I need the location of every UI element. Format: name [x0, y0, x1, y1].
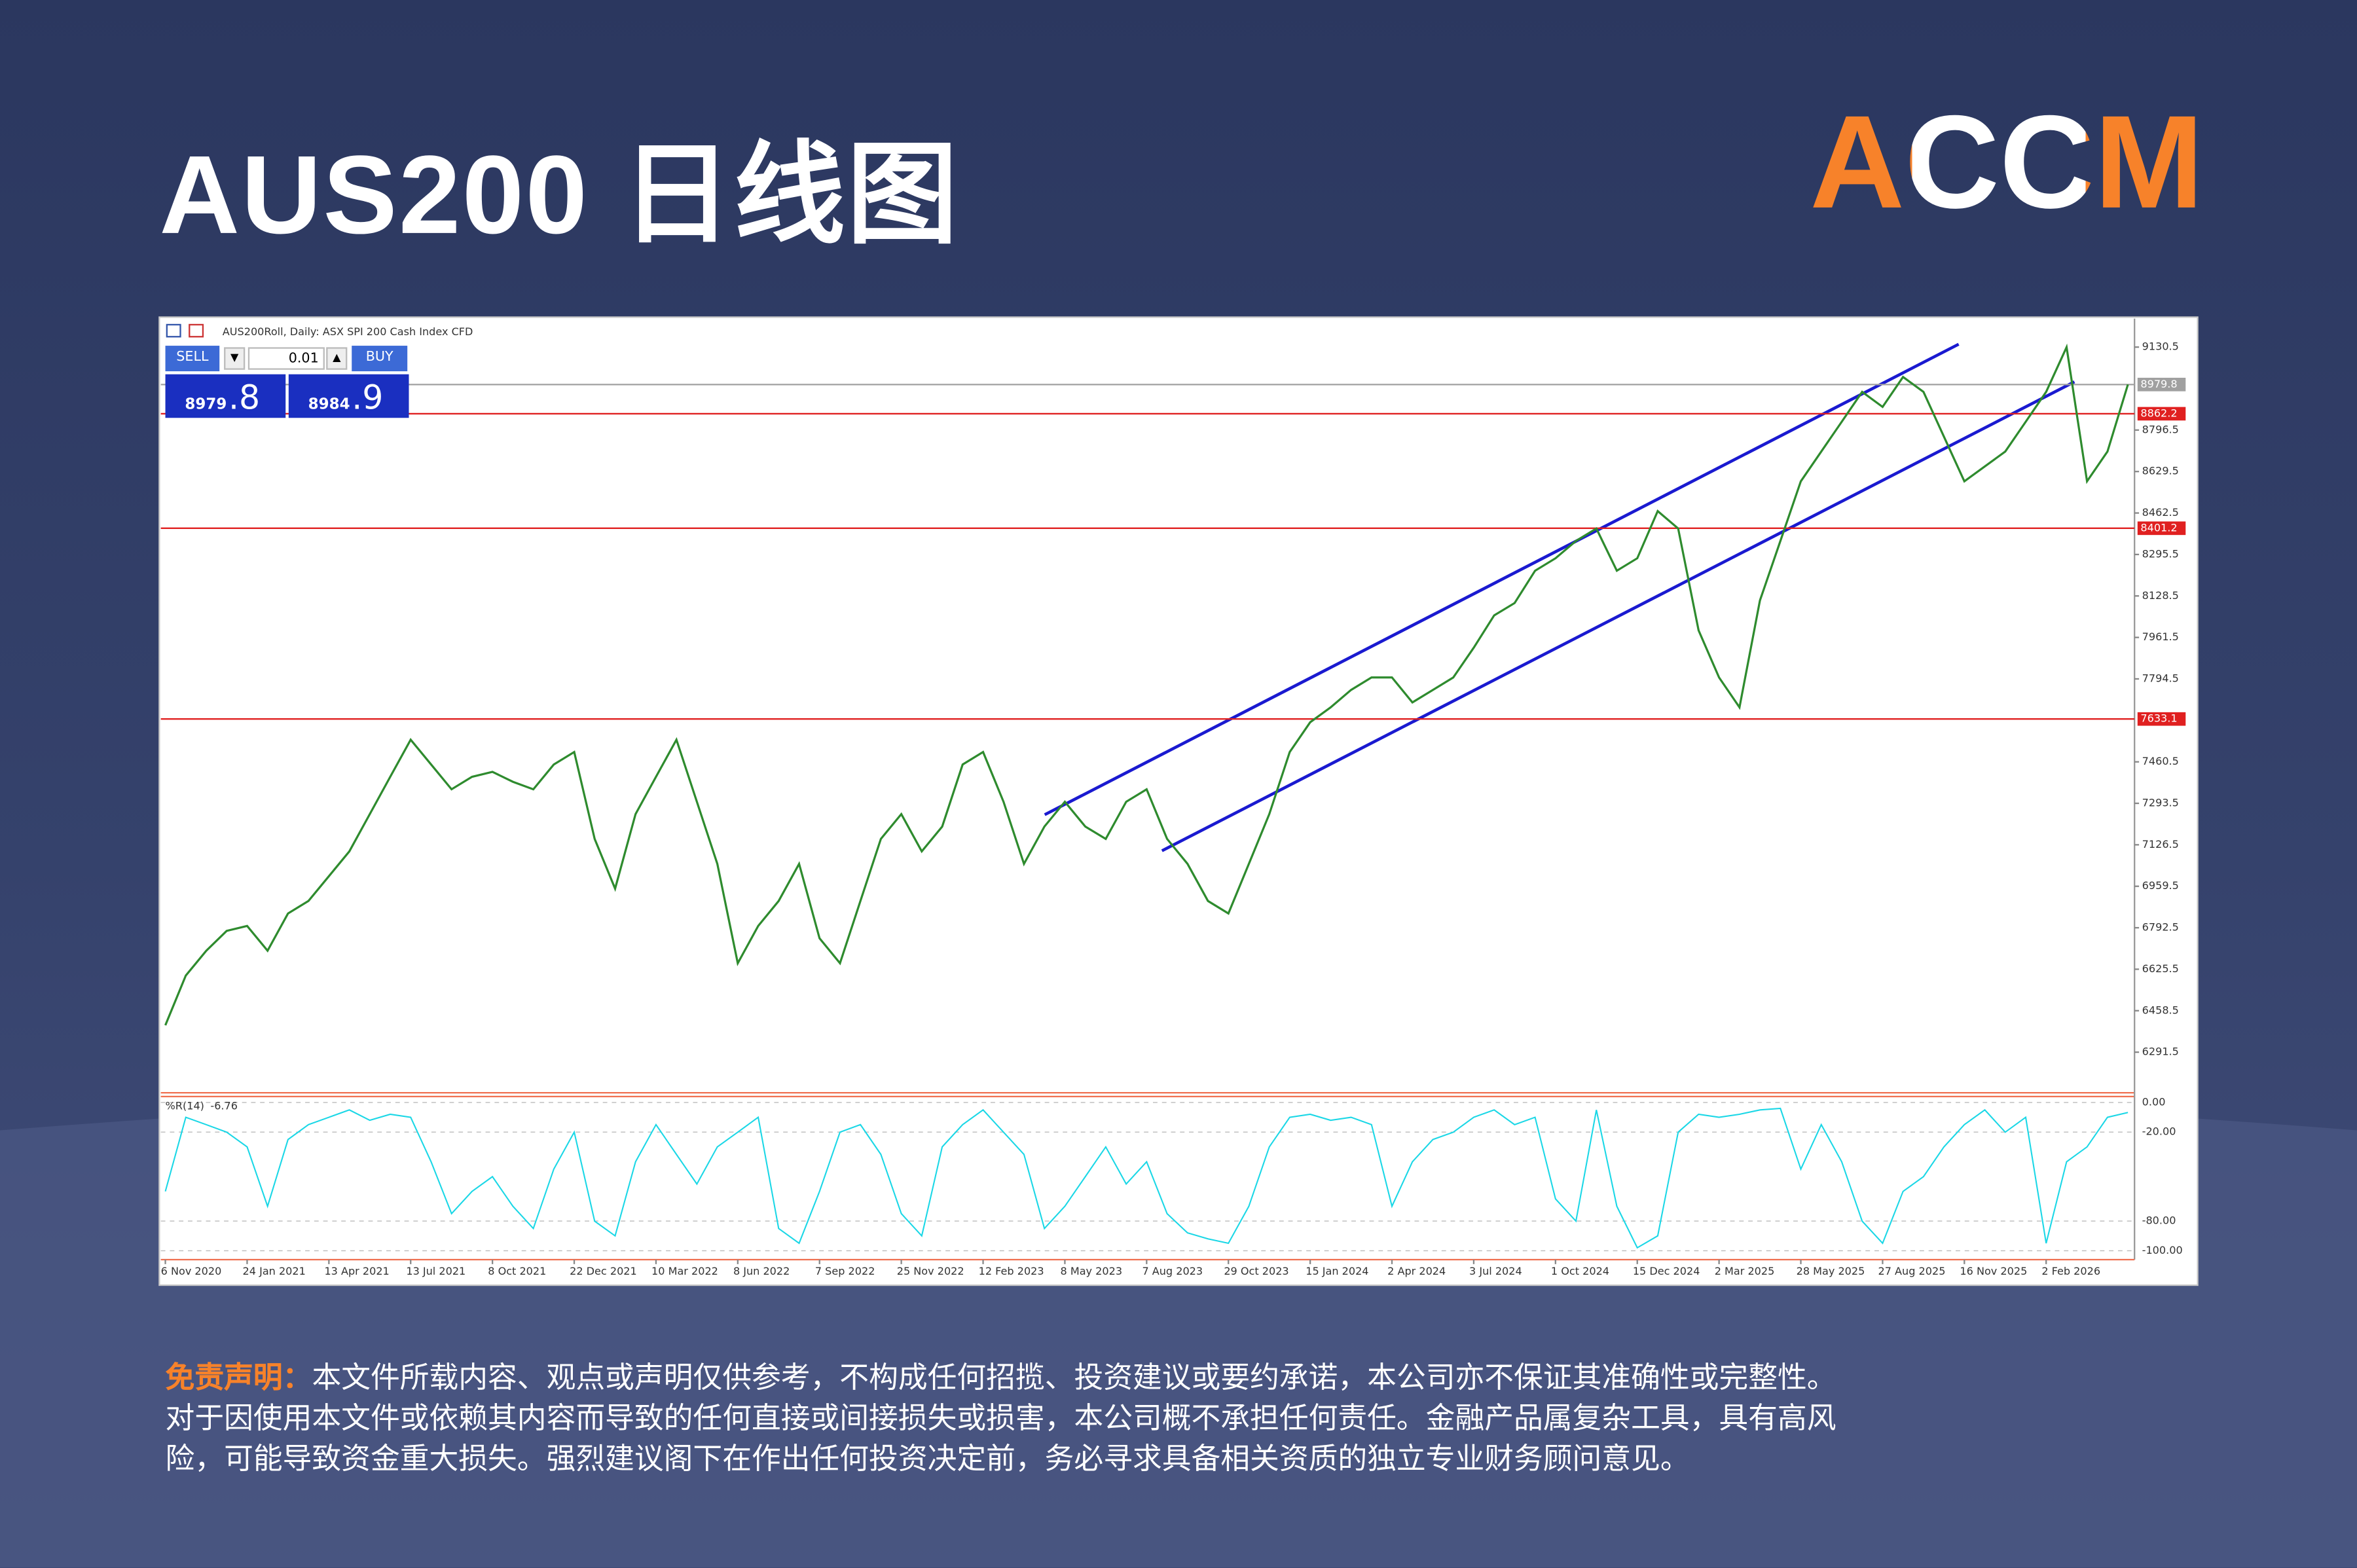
x-tick-label: 3 Jul 2024 — [1469, 1265, 1522, 1277]
disclaimer-text: 本文件所载内容、观点或声明仅供参考，不构成任何招揽、投资建议或要约承诺，本公司亦… — [312, 1362, 1836, 1395]
chart-icon — [166, 323, 181, 338]
buy-price-frac: .9 — [352, 380, 384, 418]
y-tick-label: 8796.5 — [2142, 423, 2179, 435]
level-label-bg — [2137, 521, 2186, 536]
y-tick-label: 8462.5 — [2142, 506, 2179, 519]
disclaimer: 免责声明：本文件所载内容、观点或声明仅供参考，不构成任何招揽、投资建议或要约承诺… — [166, 1359, 2210, 1481]
y-tick-label: 7794.5 — [2142, 672, 2179, 684]
level-label: 8979.8 — [2140, 378, 2177, 390]
x-tick-label: 7 Sep 2022 — [815, 1265, 875, 1277]
y-tick-label: 6458.5 — [2142, 1004, 2179, 1016]
channel-line — [1044, 342, 1960, 816]
chart-title: AUS200Roll, Daily: ASX SPI 200 Cash Inde… — [223, 325, 473, 338]
y-tick-label: 7293.5 — [2142, 797, 2179, 809]
y-tick-label: 6625.5 — [2142, 962, 2179, 975]
x-tick-label: 16 Nov 2025 — [1960, 1265, 2027, 1277]
x-tick-label: 12 Feb 2023 — [979, 1265, 1044, 1277]
y-tick-label: 8295.5 — [2142, 547, 2179, 560]
x-tick-label: 22 Dec 2021 — [570, 1265, 637, 1277]
buy-price[interactable]: 8984 .9 — [288, 374, 409, 418]
x-tick-label: 8 May 2023 — [1061, 1265, 1123, 1277]
volume-up[interactable]: ▲ — [326, 347, 348, 370]
buy-button[interactable]: BUY — [352, 346, 408, 372]
x-tick-label: 27 Aug 2025 — [1878, 1265, 1946, 1277]
level-label: 8862.2 — [2140, 407, 2177, 419]
y-tick-label: -100.00 — [2142, 1244, 2183, 1256]
chart-icon — [189, 323, 204, 338]
x-tick-label: 15 Dec 2024 — [1633, 1265, 1700, 1277]
disclaimer-line: 免责声明：本文件所载内容、观点或声明仅供参考，不构成任何招揽、投资建议或要约承诺… — [166, 1359, 2210, 1400]
disclaimer-label: 免责声明： — [165, 1362, 312, 1395]
x-tick-label: 7 Aug 2023 — [1142, 1265, 1203, 1277]
price-line — [164, 343, 2129, 1026]
indicator-value: -6.76 — [210, 1099, 238, 1112]
x-tick-label: 24 Jan 2021 — [243, 1265, 306, 1277]
logo-text: ACCM — [1810, 93, 2204, 228]
level-label: 8401.2 — [2140, 521, 2177, 534]
x-tick-label: 28 May 2025 — [1797, 1265, 1865, 1277]
x-tick-label: 13 Apr 2021 — [324, 1265, 389, 1277]
channel-line — [1161, 380, 2075, 852]
x-tick-label: 13 Jul 2021 — [406, 1265, 466, 1277]
logo: ACCM — [1810, 93, 2204, 228]
y-tick-label: 0.00 — [2142, 1095, 2166, 1108]
x-tick-label: 2 Mar 2025 — [1715, 1265, 1775, 1277]
y-tick-label: 8629.5 — [2142, 465, 2179, 477]
x-tick-label: 2 Apr 2024 — [1387, 1265, 1446, 1277]
disclaimer-text: 对于因使用本文件或依赖其内容而导致的任何直接或间接损失或损害，本公司概不承担任何… — [165, 1402, 1836, 1436]
sell-price[interactable]: 8979 .8 — [165, 374, 286, 418]
volume-down[interactable]: ▼ — [224, 347, 246, 370]
sell-price-frac: .8 — [228, 380, 261, 418]
volume-input[interactable]: 0.01 — [247, 347, 325, 370]
x-tick-label: 25 Nov 2022 — [897, 1265, 964, 1277]
x-tick-label: 6 Nov 2020 — [161, 1265, 222, 1277]
indicator-line — [164, 1107, 2129, 1249]
x-tick-label: 8 Jun 2022 — [733, 1265, 790, 1277]
y-tick-label: -80.00 — [2142, 1214, 2176, 1227]
y-tick-label: 9130.5 — [2142, 340, 2179, 353]
x-tick-label: 10 Mar 2022 — [651, 1265, 718, 1277]
x-tick-label: 2 Feb 2026 — [2041, 1265, 2100, 1277]
y-tick-label: 6792.5 — [2142, 921, 2179, 934]
disclaimer-text: 险，可能导致资金重大损失。强烈建议阁下在作出任何投资决定前，务必寻求具备相关资质… — [165, 1443, 1690, 1476]
page-title: AUS200 日线图 — [159, 132, 960, 257]
level-label-bg — [2137, 712, 2186, 726]
level-label-bg — [2137, 407, 2186, 421]
indicator-name: %R(14) — [166, 1099, 204, 1112]
sell-price-int: 8979 — [185, 397, 227, 414]
y-tick-label: 7126.5 — [2142, 838, 2179, 850]
y-tick-label: 6959.5 — [2142, 879, 2179, 892]
level-label: 7633.1 — [2140, 712, 2177, 725]
y-tick-label: 6291.5 — [2142, 1046, 2179, 1058]
x-tick-label: 1 Oct 2024 — [1551, 1265, 1609, 1277]
y-tick-label: -20.00 — [2142, 1125, 2176, 1138]
x-tick-label: 8 Oct 2021 — [488, 1265, 546, 1277]
y-tick-label: 8128.5 — [2142, 589, 2179, 602]
x-tick-label: 29 Oct 2023 — [1224, 1265, 1288, 1277]
buy-price-int: 8984 — [308, 397, 350, 414]
sell-button[interactable]: SELL — [165, 346, 220, 372]
y-tick-label: 7961.5 — [2142, 630, 2179, 643]
chart-frame — [158, 316, 2199, 1286]
x-tick-label: 15 Jan 2024 — [1306, 1265, 1368, 1277]
level-label-bg — [2137, 378, 2186, 392]
y-tick-label: 7460.5 — [2142, 755, 2179, 767]
trade-panel: SELL ▼ 0.01 ▲ BUY 8979 .8 8984 .9 — [165, 346, 409, 420]
